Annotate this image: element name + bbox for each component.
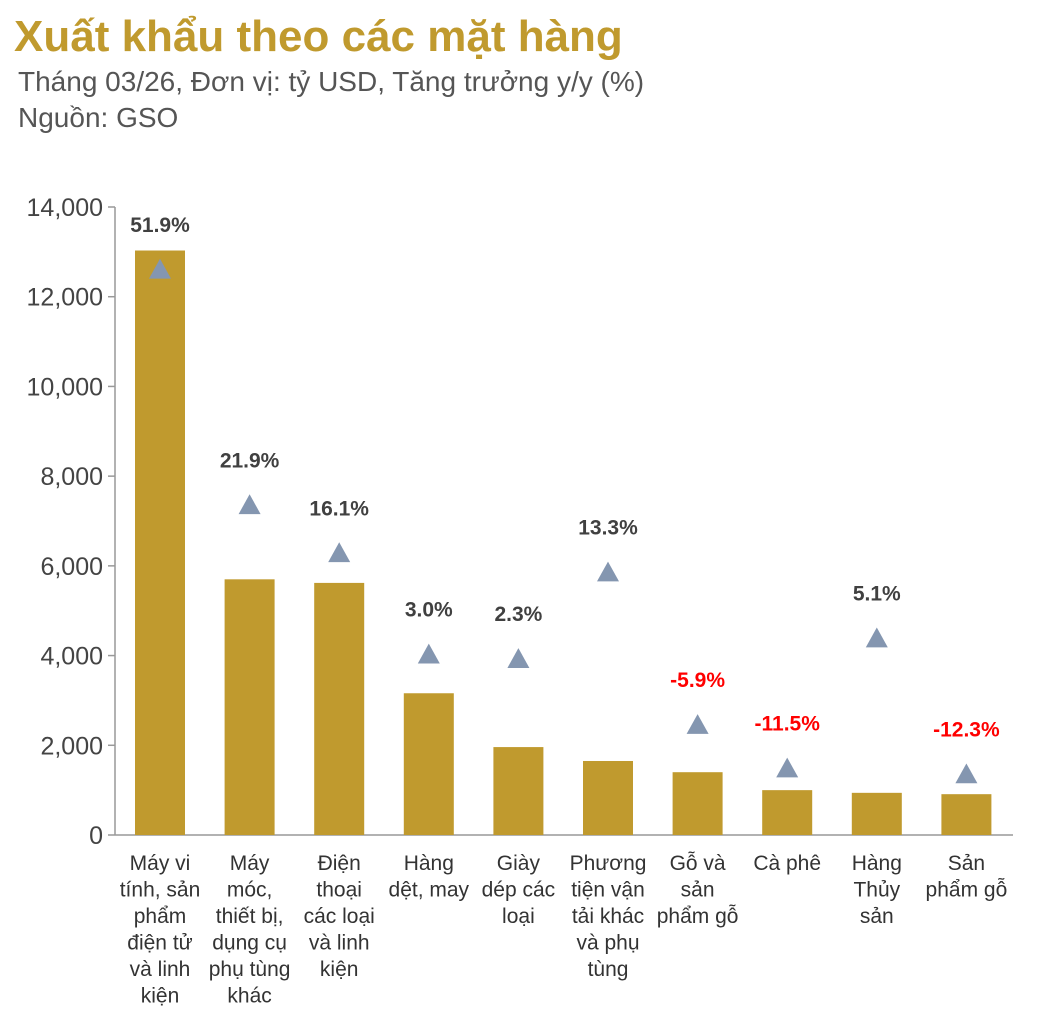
bars — [135, 250, 992, 836]
x-category-label: Hàng dệt, may — [389, 852, 470, 902]
x-category-label-line: loại — [502, 905, 535, 928]
chart-source: Nguồn: GSO — [18, 102, 179, 133]
x-category-label: Máy vi tính, sản phẩm điện tử và linh kiện — [120, 852, 201, 1008]
growth-label: 13.3% — [578, 517, 638, 540]
growth-label: -11.5% — [755, 713, 821, 736]
x-category-label: Hàng Thủy sản — [852, 852, 902, 928]
bar — [762, 790, 813, 835]
growth-marker-triangle — [776, 757, 799, 778]
x-category-label: Phương tiện vận tải khác và phụ tùng — [570, 852, 647, 981]
x-category-label-line: Hàng — [852, 852, 902, 875]
chart-subtitle: Tháng 03/26, Đơn vị: tỷ USD, Tăng trưởng… — [18, 66, 645, 97]
growth-marker-triangle — [865, 627, 888, 648]
x-category-label-line: và phụ — [576, 932, 639, 955]
x-category-label-line: Điện — [318, 852, 361, 875]
y-tick-label: 14,000 — [27, 194, 103, 222]
growth-label: 21.9% — [220, 449, 280, 472]
x-category-label-line: tùng — [588, 958, 629, 981]
x-category-label-line: tính, sản — [120, 879, 201, 902]
growth-marker-triangle — [238, 494, 261, 515]
y-tick-label: 8,000 — [40, 463, 103, 491]
x-category-label-line: Sản — [948, 852, 985, 875]
growth-label: -12.3% — [933, 718, 1000, 741]
growth-marker-triangle — [417, 643, 440, 664]
x-category-label-line: thiết bị, — [216, 905, 284, 928]
bar — [135, 250, 185, 836]
bar — [493, 747, 544, 835]
x-category-label: Cà phê — [753, 852, 821, 875]
bar — [583, 760, 633, 835]
chart-title: Xuất khẩu theo các mặt hàng — [14, 12, 623, 61]
y-tick-label: 12,000 — [27, 284, 103, 312]
x-category-label-line: dép các — [482, 879, 556, 902]
x-category-label: Sản phẩm gỗ — [926, 852, 1008, 902]
bar — [672, 772, 723, 835]
x-category-label: Giày dép các loại — [482, 852, 556, 928]
x-category-label-line: dệt, may — [389, 879, 470, 902]
x-category-label-line: phụ tùng — [209, 958, 291, 981]
growth-markers — [149, 258, 978, 784]
growth-label: 2.3% — [494, 603, 542, 626]
x-category-label: Máy móc, thiết bị, dụng cụ phụ tùng khác — [209, 852, 291, 1008]
growth-label: -5.9% — [670, 669, 725, 692]
growth-marker-triangle — [328, 542, 351, 563]
y-tick-label: 0 — [89, 822, 103, 850]
x-category-label-line: tải khác — [572, 905, 644, 928]
x-category-label-line: tiện vận — [571, 879, 645, 902]
x-category-label-line: Phương — [570, 852, 647, 875]
growth-label: 16.1% — [309, 497, 369, 520]
x-category-label-line: Máy — [230, 852, 270, 875]
y-tick-label: 2,000 — [40, 732, 103, 760]
x-category-label-line: kiện — [141, 985, 180, 1008]
bar — [851, 792, 902, 835]
x-category-label-line: và linh — [309, 932, 370, 955]
x-category-label: Gỗ và sản phẩm gỗ — [657, 852, 739, 928]
growth-marker-triangle — [955, 763, 978, 784]
x-category-label-line: phẩm gỗ — [926, 879, 1008, 902]
x-category-label-line: các loại — [304, 905, 375, 928]
x-category-label-line: Cà phê — [753, 852, 821, 875]
x-category-label-line: thoại — [316, 879, 362, 902]
growth-marker-triangle — [597, 561, 619, 582]
x-category-label-line: dụng cụ — [212, 932, 287, 955]
x-category-label-line: và linh — [130, 958, 191, 981]
y-tick-label: 4,000 — [40, 643, 103, 671]
bar — [941, 794, 992, 835]
growth-label: 5.1% — [853, 583, 901, 606]
x-category-label-line: Giày — [497, 852, 541, 875]
y-axis: 0 2,000 4,000 6,000 8,000 10,000 12,000 14,000 — [27, 194, 116, 850]
y-tick-label: 6,000 — [40, 553, 103, 581]
bar — [224, 579, 275, 835]
x-category-label-line: Hàng — [404, 852, 454, 875]
x-category-label-line: khác — [227, 985, 271, 1008]
x-category-label-line: phẩm — [134, 905, 187, 928]
x-category-label-line: điện tử — [127, 932, 192, 955]
bar — [403, 693, 454, 835]
growth-marker-triangle — [149, 258, 171, 279]
x-category-label-line: Thủy — [853, 879, 900, 902]
x-category-label-line: sản — [860, 905, 894, 928]
growth-labels: 51.9% 21.9% 16.1% 3.0% 2.3% 13.3% -5.9% -11.5% 5… — [130, 214, 1000, 742]
growth-label: 51.9% — [130, 214, 190, 237]
x-category-label: Điện thoại các loại và linh kiện — [304, 852, 375, 981]
growth-marker-triangle — [507, 648, 530, 668]
y-tick-label: 10,000 — [27, 373, 103, 401]
growth-label: 3.0% — [405, 599, 453, 622]
growth-marker-triangle — [686, 714, 709, 734]
x-category-label-line: sản — [681, 879, 715, 902]
x-category-label-line: kiện — [320, 958, 359, 981]
x-category-label-line: móc, — [227, 879, 273, 902]
x-category-label-line: Gỗ và — [670, 852, 726, 875]
x-category-label-line: phẩm gỗ — [657, 905, 739, 928]
category-labels: Máy vi tính, sản phẩm điện tử và linh kiệnMáy… — [120, 852, 1008, 1008]
x-category-label-line: Máy vi — [130, 852, 191, 875]
bar — [314, 582, 365, 835]
